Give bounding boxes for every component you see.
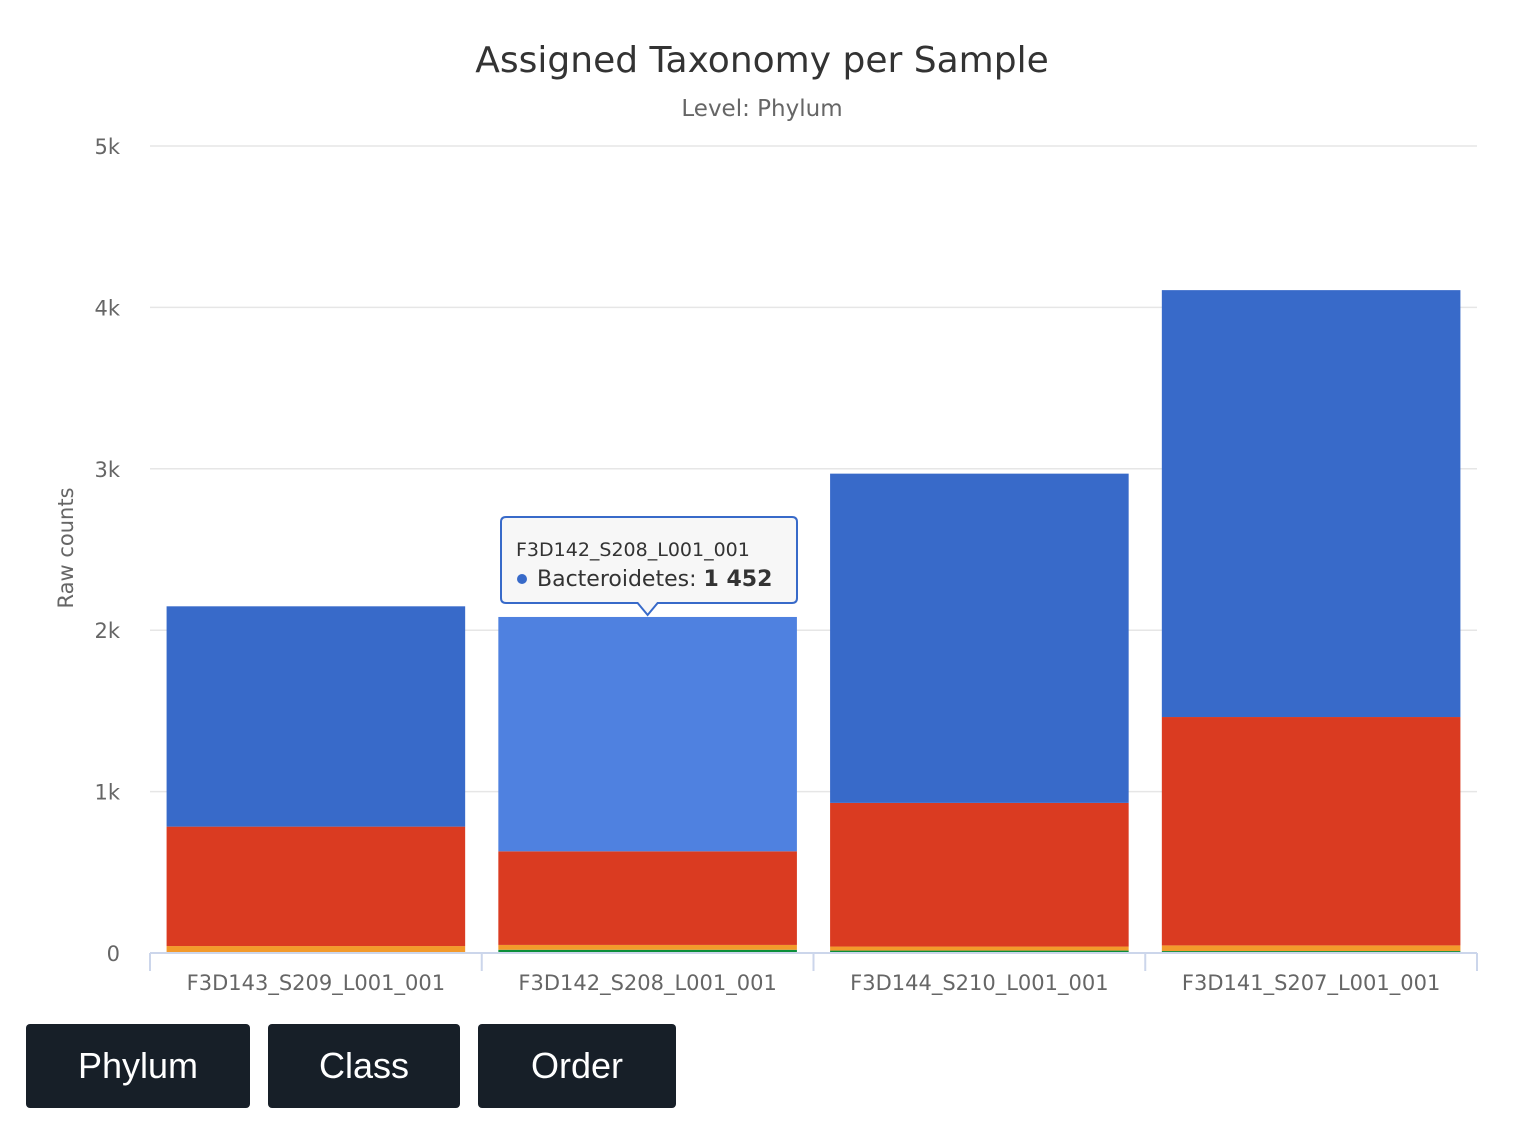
bars xyxy=(166,290,1461,953)
tooltip-colon: : xyxy=(689,567,703,592)
tooltip-value: 1 452 xyxy=(704,567,773,592)
x-axis: F3D143_S209_L001_001 F3D142_S208_L001_001… xyxy=(149,952,1478,996)
y-tick-label: 1k xyxy=(94,781,120,805)
bar-segment[interactable] xyxy=(498,851,797,945)
tooltip-body: Bacteroidetes: 1 452 xyxy=(537,567,772,592)
chart: Assigned Taxonomy per Sample Level: Phyl… xyxy=(54,40,1478,996)
bar-segment[interactable] xyxy=(498,616,797,852)
bar-segment[interactable] xyxy=(830,802,1129,947)
bar-segment[interactable] xyxy=(1161,290,1461,718)
tooltip-series-marker xyxy=(517,574,527,584)
level-button-group: Phylum Class Order xyxy=(26,1024,676,1108)
y-tick-label: 0 xyxy=(107,942,120,966)
bar-segment[interactable] xyxy=(830,950,1129,953)
y-axis-label: Raw counts xyxy=(54,487,78,608)
bar-segment[interactable] xyxy=(498,949,797,953)
bar-segment[interactable] xyxy=(830,946,1129,951)
y-tick-label: 3k xyxy=(94,458,120,482)
y-tick-label: 4k xyxy=(94,296,120,320)
x-tick-label: F3D143_S209_L001_001 xyxy=(187,971,445,996)
tooltip-header: F3D142_S208_L001_001 xyxy=(516,539,750,561)
bar-segment[interactable] xyxy=(1161,717,1461,946)
y-tick-label: 2k xyxy=(94,619,120,643)
bar-segment[interactable] xyxy=(830,473,1129,803)
bar-segment[interactable] xyxy=(498,944,797,950)
x-tick-label: F3D141_S207_L001_001 xyxy=(1182,971,1440,996)
bar-segment[interactable] xyxy=(166,826,466,947)
y-tick-label: 5k xyxy=(94,135,120,159)
class-button[interactable]: Class xyxy=(268,1024,460,1108)
bar-segment[interactable] xyxy=(166,606,466,827)
bar-segment[interactable] xyxy=(166,946,466,953)
order-button[interactable]: Order xyxy=(478,1024,676,1108)
phylum-button[interactable]: Phylum xyxy=(26,1024,250,1108)
x-tick-label: F3D142_S208_L001_001 xyxy=(518,971,776,996)
chart-title: Assigned Taxonomy per Sample xyxy=(475,40,1048,81)
tooltip-series-name: Bacteroidetes xyxy=(537,567,689,592)
y-axis-ticks: 0 1k 2k 3k 4k 5k xyxy=(94,135,120,966)
chart-subtitle: Level: Phylum xyxy=(681,96,842,122)
tooltip: F3D142_S208_L001_001 Bacteroidetes: 1 45… xyxy=(500,516,798,617)
bar-segment[interactable] xyxy=(1161,945,1461,952)
tooltip-box xyxy=(500,516,798,617)
x-tick-label: F3D144_S210_L001_001 xyxy=(850,971,1108,996)
